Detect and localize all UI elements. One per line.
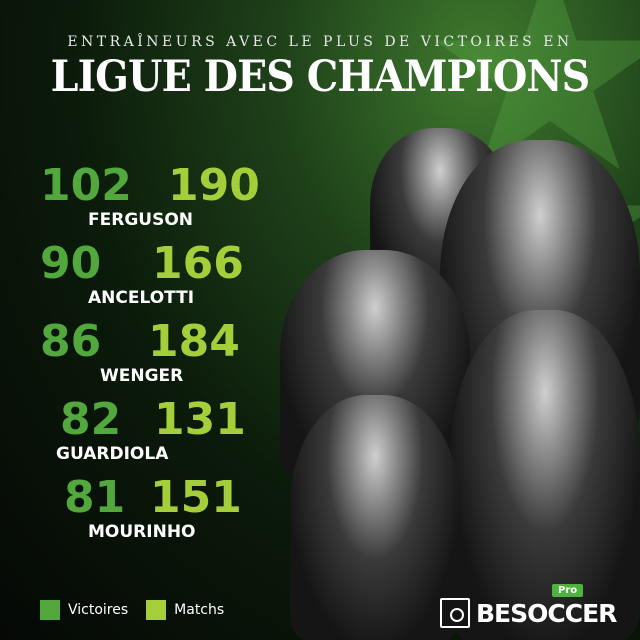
photo-ancelotti — [450, 310, 640, 640]
coach-name: WENGER — [100, 366, 184, 386]
legend-swatch-matchs — [146, 600, 167, 620]
besoccer-logo: BESOCCER Pro — [440, 584, 617, 632]
logo-text: BESOCCER — [476, 599, 617, 628]
legend: Victoires Matchs — [40, 600, 224, 620]
matchs-value: 166 — [152, 238, 244, 289]
legend-label-victoires: Victoires — [68, 602, 129, 618]
subtitle: ENTRAÎNEURS AVEC LE PLUS DE VICTOIRES EN — [67, 34, 573, 50]
coach-row-ferguson: 102 190 FERGUSON — [40, 164, 270, 232]
photo-mourinho — [290, 395, 460, 640]
victoires-value: 90 — [40, 238, 102, 289]
coach-row-mourinho: 81 151 MOURINHO — [40, 476, 270, 544]
pitch-icon — [440, 598, 470, 628]
matchs-value: 151 — [150, 472, 242, 523]
coach-name: MOURINHO — [88, 522, 196, 542]
coach-row-guardiola: 82 131 GUARDIOLA — [40, 398, 270, 466]
matchs-value: 184 — [148, 316, 240, 367]
coach-row-wenger: 86 184 WENGER — [40, 320, 270, 388]
matchs-value: 131 — [154, 394, 246, 445]
victoires-value: 81 — [64, 472, 126, 523]
coach-row-ancelotti: 90 166 ANCELOTTI — [40, 242, 270, 310]
coach-name: GUARDIOLA — [56, 444, 169, 464]
victoires-value: 86 — [40, 316, 102, 367]
legend-swatch-victoires — [40, 600, 60, 620]
page-title: LIGUE DES CHAMPIONS — [50, 52, 591, 102]
victoires-value: 102 — [40, 160, 132, 211]
victoires-value: 82 — [60, 394, 122, 445]
coach-name: FERGUSON — [88, 210, 193, 230]
pro-badge: Pro — [552, 584, 584, 597]
coach-name: ANCELOTTI — [88, 288, 195, 308]
legend-label-matchs: Matchs — [174, 602, 225, 618]
matchs-value: 190 — [168, 160, 260, 211]
